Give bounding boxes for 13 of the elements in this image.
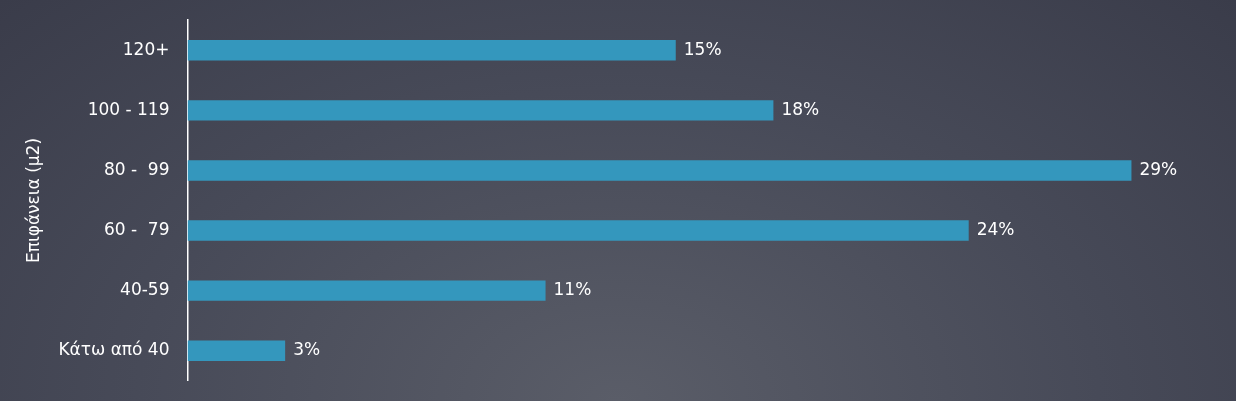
y-tick-label: 100 - 119: [87, 98, 170, 119]
y-tick-label: 60 - 79: [103, 218, 170, 239]
data-label: 15%: [683, 38, 722, 59]
y-tick-label: Κάτω από 40: [58, 339, 170, 360]
data-label: 18%: [781, 98, 820, 119]
data-label: 29%: [1139, 158, 1178, 179]
data-label: 24%: [976, 218, 1015, 239]
y-tick-label: 80 - 99: [103, 158, 170, 179]
y-tick-label: 40-59: [120, 279, 170, 300]
y-tick-label: 120+: [122, 38, 170, 59]
data-label: 11%: [553, 279, 592, 300]
data-label: 3%: [293, 339, 321, 360]
y-axis-title: Επιφάνεια (μ2): [22, 137, 43, 264]
